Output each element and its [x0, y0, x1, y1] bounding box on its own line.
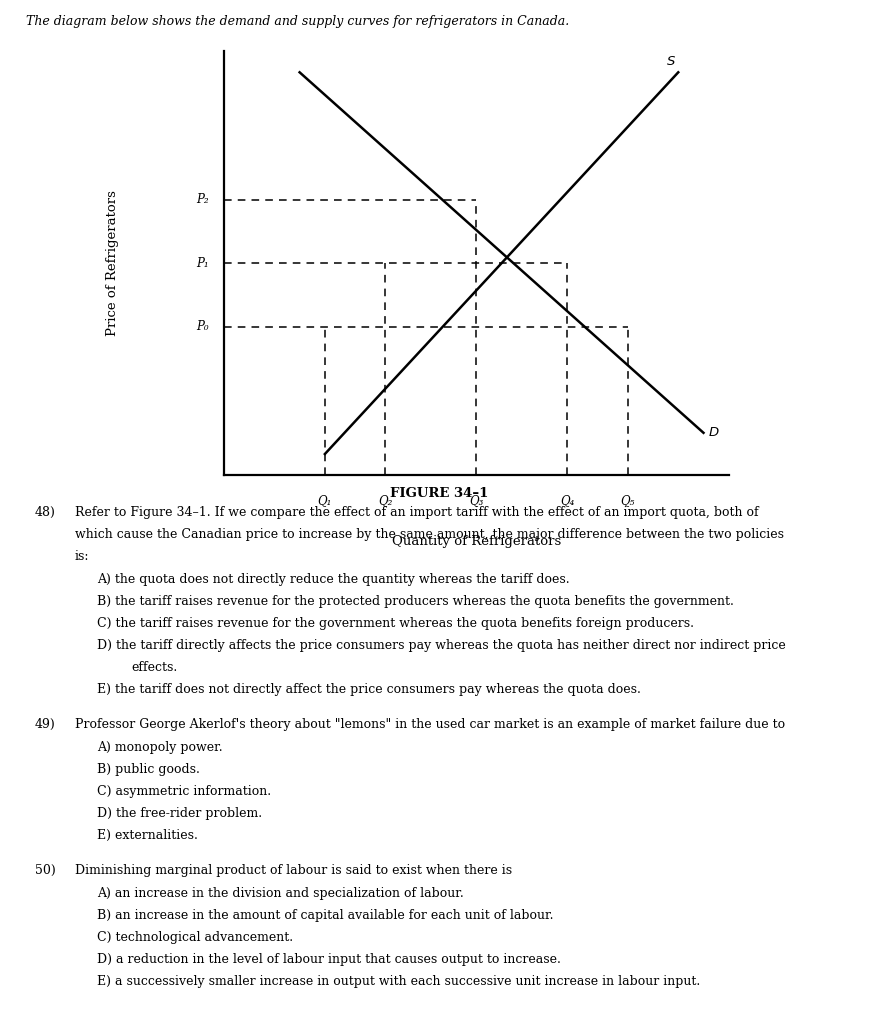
Text: P₂: P₂ — [196, 193, 209, 206]
Text: which cause the Canadian price to increase by the same amount, the major differe: which cause the Canadian price to increa… — [75, 527, 783, 541]
Text: Professor George Akerlof's theory about "lemons" in the used car market is an ex: Professor George Akerlof's theory about … — [75, 717, 784, 731]
Text: C) technological advancement.: C) technological advancement. — [96, 931, 292, 944]
Text: Q₅: Q₅ — [620, 495, 634, 507]
Text: C) the tariff raises revenue for the government whereas the quota benefits forei: C) the tariff raises revenue for the gov… — [96, 617, 693, 630]
Text: P₀: P₀ — [196, 320, 209, 333]
Text: D) the tariff directly affects the price consumers pay whereas the quota has nei: D) the tariff directly affects the price… — [96, 639, 784, 652]
Text: Diminishing marginal product of labour is said to exist when there is: Diminishing marginal product of labour i… — [75, 864, 511, 877]
Text: E) the tariff does not directly affect the price consumers pay whereas the quota: E) the tariff does not directly affect t… — [96, 683, 639, 696]
Text: The diagram below shows the demand and supply curves for refrigerators in Canada: The diagram below shows the demand and s… — [26, 15, 569, 29]
Text: is:: is: — [75, 550, 89, 563]
Text: A) the quota does not directly reduce the quantity whereas the tariff does.: A) the quota does not directly reduce th… — [96, 573, 568, 586]
Text: Quantity of Refrigerators: Quantity of Refrigerators — [391, 535, 560, 548]
Text: Refer to Figure 34–1. If we compare the effect of an import tariff with the effe: Refer to Figure 34–1. If we compare the … — [75, 506, 758, 519]
Text: 49): 49) — [35, 717, 56, 731]
Text: P₁: P₁ — [196, 257, 209, 270]
Text: 50): 50) — [35, 864, 56, 877]
Text: B) public goods.: B) public goods. — [96, 763, 199, 776]
Text: E) a successively smaller increase in output with each successive unit increase : E) a successively smaller increase in ou… — [96, 975, 699, 988]
Text: S: S — [667, 55, 675, 68]
Text: D: D — [708, 426, 718, 439]
Text: E) externalities.: E) externalities. — [96, 829, 197, 842]
Text: 48): 48) — [35, 506, 56, 519]
Text: A) monopoly power.: A) monopoly power. — [96, 741, 222, 754]
Text: FIGURE 34–1: FIGURE 34–1 — [389, 487, 488, 501]
Text: B) the tariff raises revenue for the protected producers whereas the quota benef: B) the tariff raises revenue for the pro… — [96, 595, 732, 608]
Text: Price of Refrigerators: Price of Refrigerators — [106, 190, 119, 336]
Text: D) a reduction in the level of labour input that causes output to increase.: D) a reduction in the level of labour in… — [96, 954, 560, 966]
Text: D) the free-rider problem.: D) the free-rider problem. — [96, 807, 261, 820]
Text: effects.: effects. — [132, 661, 178, 673]
Text: Q₃: Q₃ — [468, 495, 483, 507]
Text: C) asymmetric information.: C) asymmetric information. — [96, 785, 270, 798]
Text: A) an increase in the division and specialization of labour.: A) an increase in the division and speci… — [96, 887, 463, 900]
Text: B) an increase in the amount of capital available for each unit of labour.: B) an increase in the amount of capital … — [96, 910, 553, 922]
Text: Q₁: Q₁ — [317, 495, 332, 507]
Text: Q₄: Q₄ — [560, 495, 574, 507]
Text: Q₂: Q₂ — [378, 495, 392, 507]
